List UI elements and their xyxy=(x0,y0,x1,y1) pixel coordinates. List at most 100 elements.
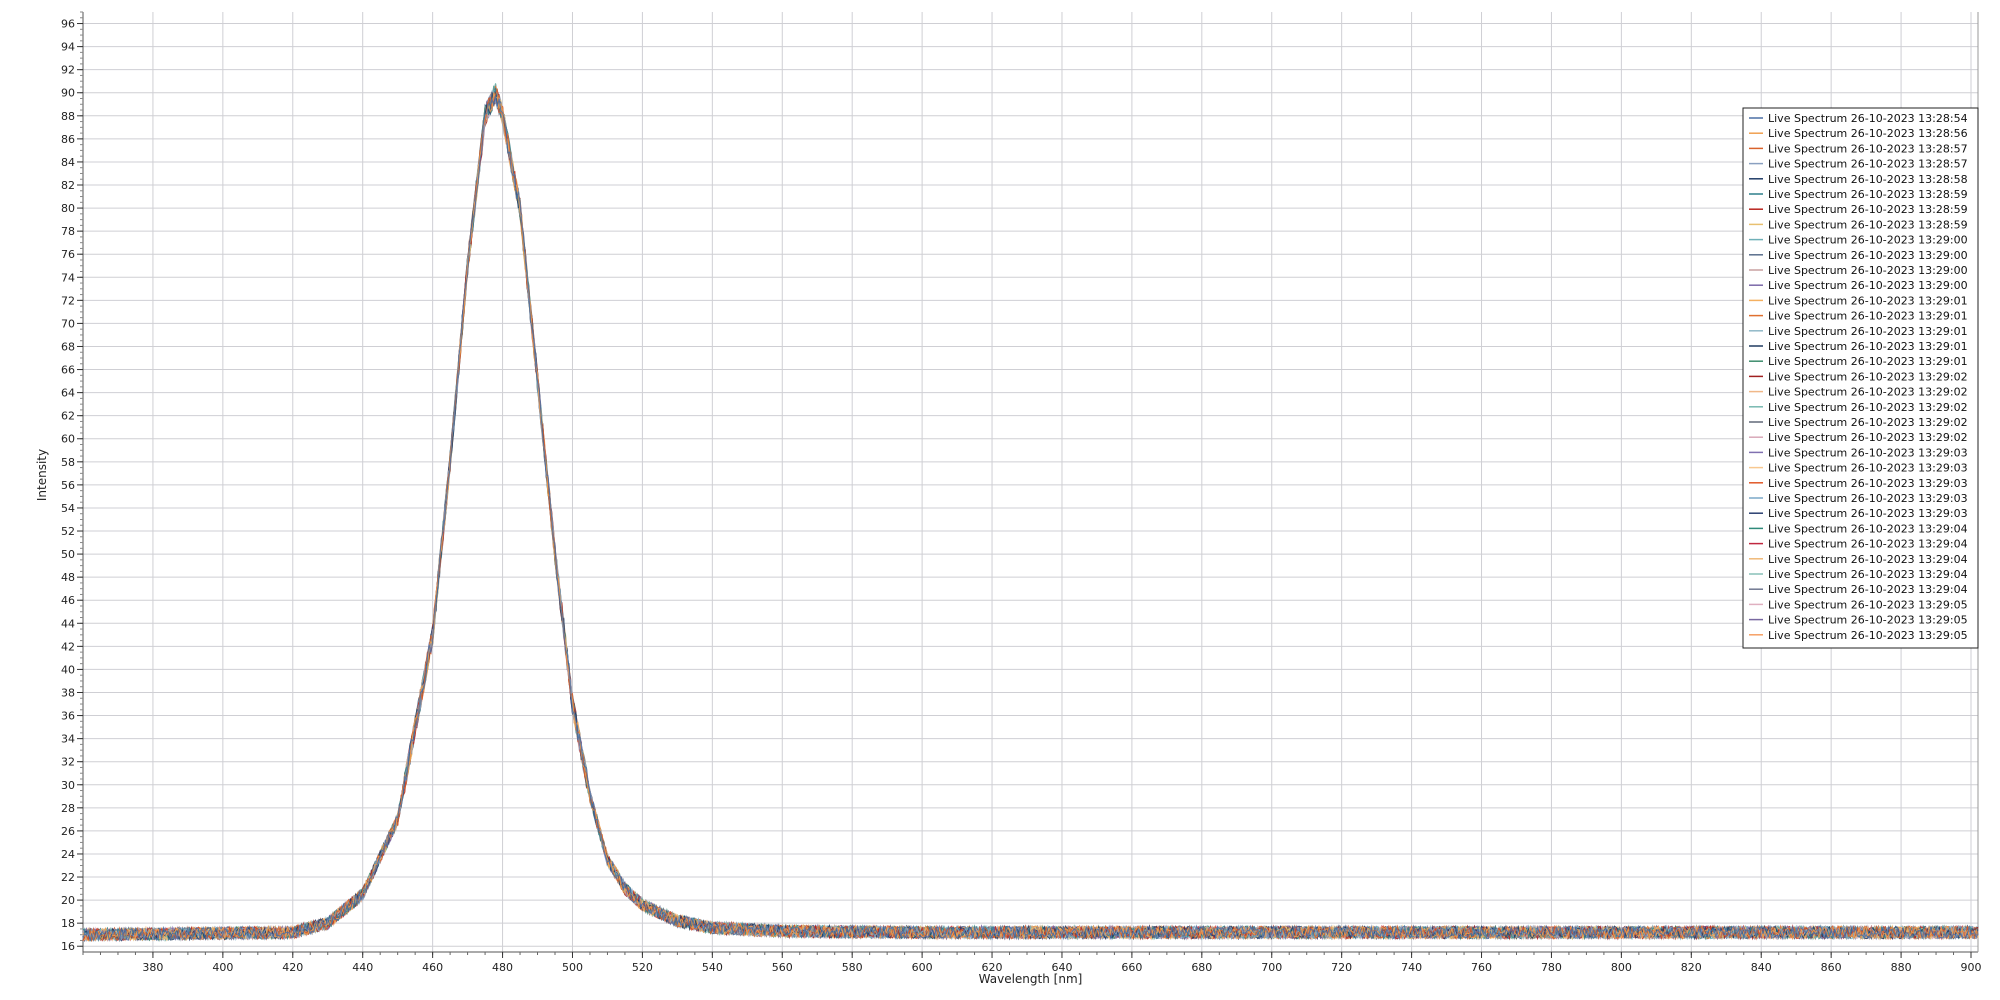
series-line xyxy=(82,88,1978,942)
legend-entry[interactable]: Live Spectrum 26-10-2023 13:28:59 xyxy=(1768,188,1968,201)
y-tick-label: 54 xyxy=(61,502,75,515)
legend-entry[interactable]: Live Spectrum 26-10-2023 13:29:03 xyxy=(1768,446,1968,459)
gridlines xyxy=(83,12,1978,952)
legend-entry[interactable]: Live Spectrum 26-10-2023 13:29:04 xyxy=(1768,583,1968,596)
legend-entry[interactable]: Live Spectrum 26-10-2023 13:29:00 xyxy=(1768,249,1968,262)
y-tick-label: 72 xyxy=(61,294,75,307)
y-tick-label: 24 xyxy=(61,848,75,861)
legend-entry[interactable]: Live Spectrum 26-10-2023 13:28:59 xyxy=(1768,203,1968,216)
legend-entry[interactable]: Live Spectrum 26-10-2023 13:28:56 xyxy=(1768,127,1968,140)
y-tick-label: 36 xyxy=(61,710,75,723)
legend-entry[interactable]: Live Spectrum 26-10-2023 13:29:02 xyxy=(1768,401,1968,414)
y-tick-label: 48 xyxy=(61,571,75,584)
y-tick-label: 22 xyxy=(61,871,75,884)
legend-entry[interactable]: Live Spectrum 26-10-2023 13:28:58 xyxy=(1768,173,1968,186)
legend-entry[interactable]: Live Spectrum 26-10-2023 13:29:00 xyxy=(1768,264,1968,277)
y-tick-label: 94 xyxy=(61,41,75,54)
series-line xyxy=(82,95,1979,942)
plot-area xyxy=(83,12,1978,952)
x-tick-label: 480 xyxy=(492,961,513,974)
legend[interactable]: Live Spectrum 26-10-2023 13:28:54 Live Sp… xyxy=(1742,107,1979,649)
x-tick-label: 840 xyxy=(1751,961,1772,974)
x-tick-label: 380 xyxy=(142,961,163,974)
y-tick-label: 30 xyxy=(61,779,75,792)
y-tick-label: 42 xyxy=(61,640,75,653)
x-tick-label: 660 xyxy=(1121,961,1142,974)
y-tick-label: 84 xyxy=(61,156,75,169)
y-tick-label: 38 xyxy=(61,686,75,699)
legend-entry[interactable]: Live Spectrum 26-10-2023 13:29:01 xyxy=(1768,310,1968,323)
legend-entry[interactable]: Live Spectrum 26-10-2023 13:29:00 xyxy=(1768,234,1968,247)
x-tick-label: 420 xyxy=(282,961,303,974)
y-tick-label: 66 xyxy=(61,364,75,377)
legend-entry[interactable]: Live Spectrum 26-10-2023 13:29:02 xyxy=(1768,431,1968,444)
x-tick-label: 820 xyxy=(1681,961,1702,974)
y-tick-label: 70 xyxy=(61,317,75,330)
x-tick-label: 680 xyxy=(1191,961,1212,974)
y-tick-label: 96 xyxy=(61,18,75,31)
y-axis-title: Intensity xyxy=(35,449,49,501)
x-tick-label: 600 xyxy=(912,961,933,974)
x-axis-title: Wavelength [nm] xyxy=(979,972,1083,986)
legend-entry[interactable]: Live Spectrum 26-10-2023 13:29:01 xyxy=(1768,340,1968,353)
y-tick-label: 64 xyxy=(61,387,75,400)
y-tick-label: 62 xyxy=(61,410,75,423)
x-tick-label: 720 xyxy=(1331,961,1352,974)
legend-entry[interactable]: Live Spectrum 26-10-2023 13:28:54 xyxy=(1768,112,1968,125)
legend-box xyxy=(1742,107,1979,649)
y-tick-label: 50 xyxy=(61,548,75,561)
legend-entry[interactable]: Live Spectrum 26-10-2023 13:29:01 xyxy=(1768,325,1968,338)
legend-entry[interactable]: Live Spectrum 26-10-2023 13:29:02 xyxy=(1768,370,1968,383)
y-tick-label: 78 xyxy=(61,225,75,238)
legend-entry[interactable]: Live Spectrum 26-10-2023 13:28:57 xyxy=(1768,142,1968,155)
y-tick-label: 40 xyxy=(61,663,75,676)
y-tick-label: 68 xyxy=(61,340,75,353)
x-tick-label: 520 xyxy=(632,961,653,974)
legend-entry[interactable]: Live Spectrum 26-10-2023 13:29:02 xyxy=(1768,416,1968,429)
y-tick-label: 18 xyxy=(61,917,75,930)
y-tick-label: 26 xyxy=(61,825,75,838)
y-tick-label: 58 xyxy=(61,456,75,469)
legend-entry[interactable]: Live Spectrum 26-10-2023 13:29:01 xyxy=(1768,355,1968,368)
legend-entry[interactable]: Live Spectrum 26-10-2023 13:29:04 xyxy=(1768,522,1968,535)
legend-entry[interactable]: Live Spectrum 26-10-2023 13:29:04 xyxy=(1768,568,1968,581)
y-tick-label: 88 xyxy=(61,110,75,123)
y-tick-label: 52 xyxy=(61,525,75,538)
y-tick-label: 76 xyxy=(61,248,75,261)
legend-entry[interactable]: Live Spectrum 26-10-2023 13:29:05 xyxy=(1768,598,1968,611)
legend-entry[interactable]: Live Spectrum 26-10-2023 13:29:04 xyxy=(1768,538,1968,551)
legend-entry[interactable]: Live Spectrum 26-10-2023 13:28:59 xyxy=(1768,218,1968,231)
x-tick-label: 740 xyxy=(1401,961,1422,974)
x-tick-label: 400 xyxy=(212,961,233,974)
x-tick-label: 540 xyxy=(702,961,723,974)
x-axis-ticks: 380 400 420 440 460 480 500 520 540 560 580 600 620 6… xyxy=(142,952,1982,974)
legend-entry[interactable]: Live Spectrum 26-10-2023 13:28:57 xyxy=(1768,158,1968,171)
x-tick-label: 500 xyxy=(562,961,583,974)
legend-entry[interactable]: Live Spectrum 26-10-2023 13:29:03 xyxy=(1768,492,1968,505)
legend-entry[interactable]: Live Spectrum 26-10-2023 13:29:05 xyxy=(1768,614,1968,627)
legend-entry[interactable]: Live Spectrum 26-10-2023 13:29:01 xyxy=(1768,294,1968,307)
legend-entry[interactable]: Live Spectrum 26-10-2023 13:29:00 xyxy=(1768,279,1968,292)
y-tick-label: 46 xyxy=(61,594,75,607)
legend-entry[interactable]: Live Spectrum 26-10-2023 13:29:03 xyxy=(1768,477,1968,490)
y-tick-label: 74 xyxy=(61,271,75,284)
legend-entry[interactable]: Live Spectrum 26-10-2023 13:29:03 xyxy=(1768,462,1968,475)
x-tick-label: 800 xyxy=(1611,961,1632,974)
legend-entry[interactable]: Live Spectrum 26-10-2023 13:29:04 xyxy=(1768,553,1968,566)
y-tick-label: 16 xyxy=(61,940,75,953)
legend-entry[interactable]: Live Spectrum 26-10-2023 13:29:05 xyxy=(1768,629,1968,642)
legend-entry[interactable]: Live Spectrum 26-10-2023 13:29:03 xyxy=(1768,507,1968,520)
x-tick-label: 560 xyxy=(772,961,793,974)
x-tick-label: 580 xyxy=(842,961,863,974)
legend-entry[interactable]: Live Spectrum 26-10-2023 13:29:02 xyxy=(1768,386,1968,399)
y-tick-label: 60 xyxy=(61,433,75,446)
x-tick-label: 640 xyxy=(1051,961,1072,974)
y-tick-label: 44 xyxy=(61,617,75,630)
y-tick-label: 20 xyxy=(61,894,75,907)
x-tick-label: 780 xyxy=(1541,961,1562,974)
y-tick-label: 86 xyxy=(61,133,75,146)
y-tick-label: 82 xyxy=(61,179,75,192)
y-tick-label: 92 xyxy=(61,64,75,77)
y-tick-label: 34 xyxy=(61,733,75,746)
